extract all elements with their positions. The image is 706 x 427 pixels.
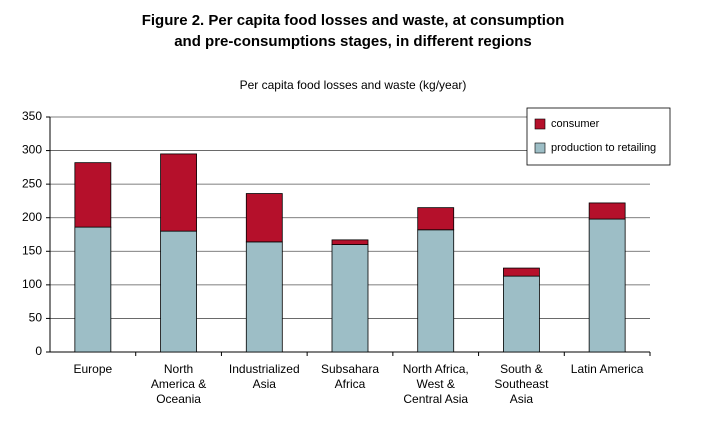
bar-segment (245, 193, 283, 243)
bar-segment (503, 267, 540, 277)
chart-subtitle: Per capita food losses and waste (kg/yea… (240, 78, 467, 92)
legend-label: production to retailing (551, 142, 656, 154)
x-tick-label: Subsahara (321, 362, 379, 376)
legend-swatch (534, 118, 546, 130)
chart-title: and pre-consumptions stages, in differen… (174, 33, 532, 50)
x-tick-label: West & (416, 377, 454, 391)
bar-segment (588, 218, 626, 353)
y-tick-label: 300 (22, 143, 42, 157)
y-tick-label: 150 (22, 243, 42, 257)
bar-segment (245, 241, 283, 353)
bar-segment (417, 207, 455, 231)
chart-title: Figure 2. Per capita food losses and was… (142, 12, 565, 29)
y-tick-label: 200 (22, 210, 42, 224)
x-tick-label: South & (500, 362, 543, 376)
x-tick-label: Oceania (156, 392, 201, 406)
x-tick-label: Latin America (571, 362, 644, 376)
bar-segment (331, 239, 369, 245)
x-tick-label: Europe (74, 362, 113, 376)
bar-segment (160, 230, 197, 353)
y-tick-label: 50 (29, 311, 43, 325)
legend-label: consumer (551, 118, 600, 130)
x-tick-label: Africa (335, 377, 366, 391)
bar-segment (503, 275, 540, 353)
x-tick-label: Asia (510, 392, 534, 406)
bar-segment (331, 244, 369, 353)
x-tick-label: North Africa, (403, 362, 469, 376)
y-tick-label: 0 (35, 344, 42, 358)
legend-box (526, 107, 671, 166)
x-tick-label: Southeast (494, 377, 549, 391)
x-tick-label: America & (151, 377, 206, 391)
y-tick-label: 250 (22, 176, 42, 190)
x-tick-label: Asia (253, 377, 277, 391)
x-tick-label: North (164, 362, 193, 376)
y-tick-label: 350 (22, 109, 42, 123)
x-tick-label: Industrialized (229, 362, 300, 376)
y-tick-label: 100 (22, 277, 42, 291)
legend-swatch (534, 142, 546, 154)
bar-segment (417, 229, 455, 353)
bar-segment (74, 226, 112, 353)
bar-segment (160, 153, 197, 232)
bar-segment (74, 162, 112, 228)
bar-segment (588, 202, 626, 220)
x-tick-label: Central Asia (403, 392, 468, 406)
